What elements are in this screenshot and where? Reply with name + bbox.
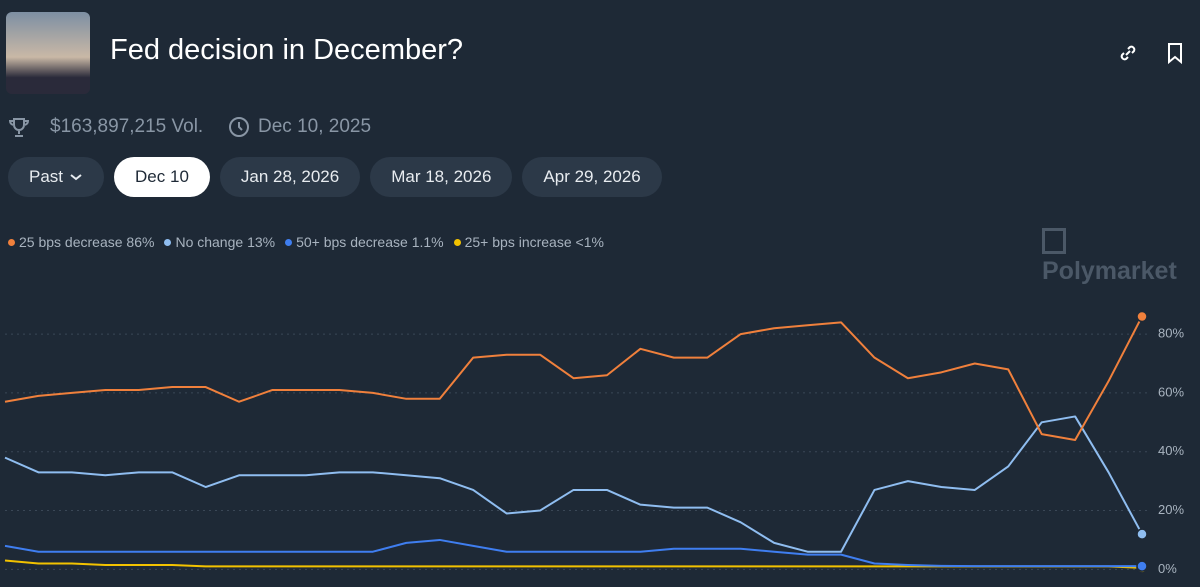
legend-label: No change xyxy=(175,234,244,250)
date-tab[interactable]: Past xyxy=(8,157,105,197)
brand: Polymarket xyxy=(1042,228,1200,286)
legend-label: 50+ bps decrease xyxy=(296,234,408,250)
legend-swatch xyxy=(8,239,15,246)
date-tab[interactable]: Jan 28, 2026 xyxy=(219,157,361,197)
date-tab[interactable]: Mar 18, 2026 xyxy=(370,157,513,197)
legend-swatch xyxy=(164,239,172,246)
bookmark-icon[interactable] xyxy=(1164,41,1186,65)
legend-label: 25 bps decrease xyxy=(19,234,123,250)
legend-value: 86% xyxy=(126,234,155,250)
y-tick-label: 60% xyxy=(1158,384,1184,399)
y-tick-label: 80% xyxy=(1158,326,1184,341)
clock-icon xyxy=(229,117,249,137)
trophy-icon xyxy=(8,118,30,137)
legend-value: 1.1% xyxy=(411,234,444,250)
avatar xyxy=(6,12,90,94)
end-marker xyxy=(1136,528,1148,540)
legend-swatch xyxy=(453,239,461,246)
series-line xyxy=(4,538,1142,568)
date-tabs: Past Dec 10 Jan 28, 2026 Mar 18, 2026 Apr 29… xyxy=(8,157,662,197)
y-tick-label: 20% xyxy=(1158,502,1184,517)
y-tick-label: 40% xyxy=(1158,443,1184,458)
date-tab[interactable]: Apr 29, 2026 xyxy=(522,157,662,197)
legend-item: 50+ bps decrease 1.1% xyxy=(285,234,444,250)
series-line xyxy=(4,316,1143,441)
series-line xyxy=(4,415,1143,553)
end-marker xyxy=(1136,310,1148,323)
legend-label: 25+ bps increase xyxy=(464,234,572,250)
end-date: Dec 10, 2025 xyxy=(258,116,372,137)
legend-value: <1% xyxy=(575,234,604,250)
market-title: Fed decision in December? xyxy=(110,34,464,66)
legend: 25 bps decrease 86% No change 13% 50+ bps … xyxy=(8,234,604,250)
legend-item: 25+ bps increase <1% xyxy=(453,234,604,250)
y-tick-label: 0% xyxy=(1158,561,1177,576)
end-marker xyxy=(1136,560,1148,572)
legend-swatch xyxy=(285,239,293,246)
date-tab[interactable]: Dec 10 xyxy=(114,157,210,197)
link-icon[interactable] xyxy=(1116,41,1140,65)
chevron xyxy=(70,174,82,181)
legend-item: No change 13% xyxy=(164,234,275,250)
legend-value: 13% xyxy=(247,234,276,250)
legend-item: 25 bps decrease 86% xyxy=(8,234,154,250)
volume: $163,897,215 Vol. xyxy=(50,116,204,137)
brand-name: Polymarket xyxy=(1042,257,1177,285)
